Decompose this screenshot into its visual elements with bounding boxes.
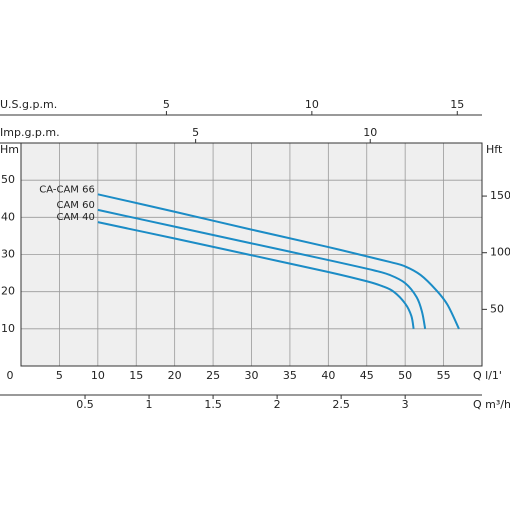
- x-tick-label: 50: [398, 369, 412, 382]
- x-tick-label: 15: [129, 369, 143, 382]
- y-axis-title: Hm: [0, 143, 19, 156]
- axis-tick-label: 2: [274, 398, 281, 411]
- x-tick-label: 55: [437, 369, 451, 382]
- x-tick-label: 0: [7, 369, 14, 382]
- axis-tick-label: 5: [192, 126, 199, 139]
- x-tick-label: 35: [283, 369, 297, 382]
- x-tick-label: 40: [321, 369, 335, 382]
- y2-tick-label: 100: [490, 246, 510, 259]
- axis-tick-label: 10: [363, 126, 377, 139]
- x-tick-label: 45: [360, 369, 374, 382]
- y2-tick-label: 150: [490, 189, 510, 202]
- axis-tick-label: 1.5: [204, 398, 222, 411]
- y2-tick-label: 50: [490, 302, 504, 315]
- axis-tick-label: 2.5: [332, 398, 350, 411]
- y-tick-label: 20: [1, 285, 15, 298]
- axis-tick-label: 0.5: [76, 398, 94, 411]
- curve: [97, 221, 415, 330]
- series-label: CA-CAM 66: [39, 184, 95, 195]
- axis-tick-label: 1: [146, 398, 153, 411]
- x-tick-label: 5: [56, 369, 63, 382]
- x-tick-label: 25: [206, 369, 220, 382]
- y-tick-label: 10: [1, 322, 15, 335]
- y-tick-label: 40: [1, 210, 15, 223]
- axis-title: Q m³/h: [473, 398, 510, 411]
- axis-tick-label: 3: [402, 398, 409, 411]
- axis-tick-label: 5: [163, 98, 170, 111]
- x-tick-label: 20: [168, 369, 182, 382]
- x-tick-label: 30: [245, 369, 259, 382]
- y-tick-label: 50: [1, 173, 15, 186]
- series-label: CAM 60: [56, 200, 94, 211]
- x-tick-label: 10: [91, 369, 105, 382]
- y2-axis-title: Hft: [486, 143, 503, 156]
- curve: [97, 208, 427, 330]
- x-axis-title: Q l/1': [473, 369, 502, 382]
- axis-tick-label: 15: [450, 98, 464, 111]
- y-tick-label: 30: [1, 248, 15, 261]
- curve: [97, 193, 460, 330]
- axis-tick-label: 10: [305, 98, 319, 111]
- axis-title: U.S.g.p.m.: [0, 98, 57, 111]
- series-label: CAM 40: [56, 212, 94, 223]
- axis-title: Imp.g.p.m.: [0, 126, 60, 139]
